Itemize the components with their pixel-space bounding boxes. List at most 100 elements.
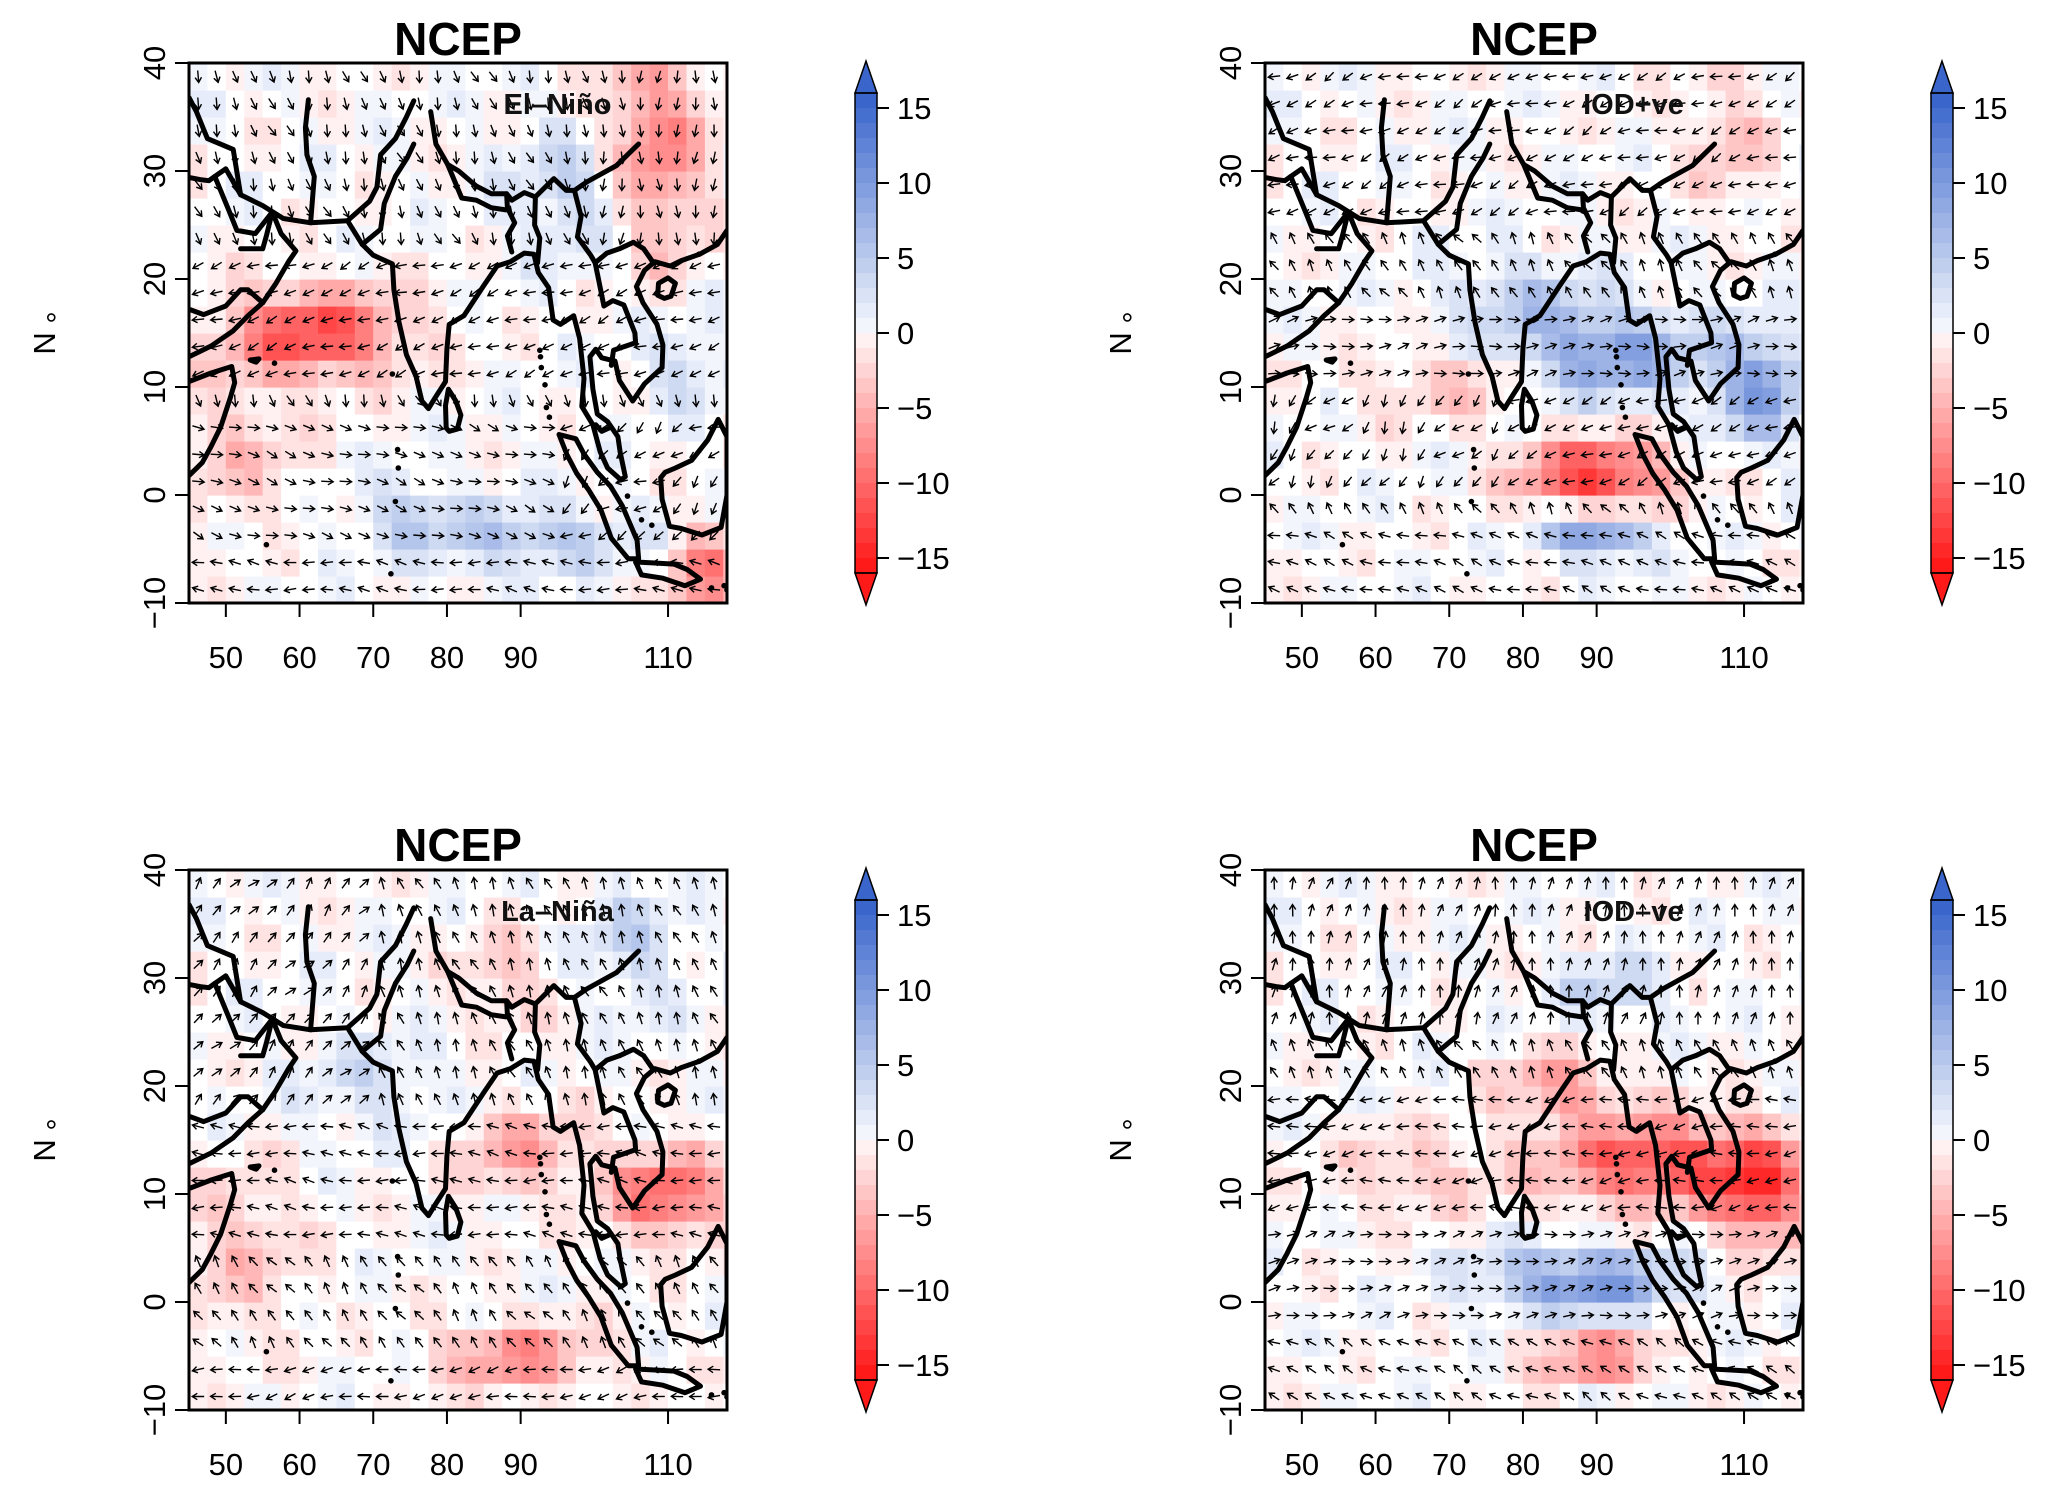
wind-arrow [562,1336,571,1348]
wind-arrow [1378,315,1393,324]
colorbar-swatch [855,1200,877,1216]
wind-arrow [1782,126,1797,135]
wind-arrow [1307,930,1315,944]
island-dot [649,1329,655,1335]
wind-arrow [599,876,608,890]
wind-arrow [431,504,446,513]
wind-arrow [265,315,278,324]
wind-arrow [1786,258,1794,272]
wind-arrow [525,904,534,916]
wind-arrow [452,1011,460,1025]
wind-arrow [1362,1011,1371,1025]
wind-arrow [596,1149,610,1158]
wind-arrow [1452,1257,1465,1265]
wind-arrow [286,151,295,164]
wind-arrow [248,1283,259,1294]
wind-arrow [1344,957,1352,971]
island-dot [1347,360,1354,367]
island-dot [537,347,543,354]
wind-arrow [1414,1122,1428,1131]
wind-arrow [357,450,372,459]
wind-arrow [469,958,479,970]
wind-arrow [710,985,718,997]
wind-arrow [1602,876,1610,890]
coastlines [189,902,752,1400]
coastline-path [359,948,417,1054]
wind-arrow [1306,449,1316,461]
wind-arrow [430,343,444,351]
wind-arrow [637,394,645,408]
colorbar-swatch [855,273,877,289]
wind-arrow [486,370,499,378]
wind-arrow [1746,585,1759,593]
anomaly-cell [723,117,727,145]
wind-arrow [1322,1392,1336,1400]
wind-arrow [396,984,405,998]
wind-arrow [1488,558,1502,566]
wind-arrow [485,1392,500,1401]
wind-arrow [1400,1011,1408,1025]
wind-arrow [673,876,681,890]
wind-arrow [1359,73,1373,81]
wind-arrow [489,985,497,998]
wind-arrow [301,558,315,567]
wind-arrow [599,1335,607,1349]
coastline-path [445,969,509,1020]
wind-arrow [212,1281,220,1295]
wind-arrow [1617,100,1631,108]
wind-arrow [286,1093,295,1105]
wind-arrow [379,178,387,192]
wind-arrow [1344,502,1352,514]
wind-arrow [264,1230,278,1239]
wind-arrow [452,1255,461,1267]
wind-arrow [1618,342,1632,351]
wind-arrow [1417,501,1425,515]
wind-arrow [651,1392,665,1401]
wind-arrow [1620,903,1628,917]
anomaly-cell [723,387,727,415]
wind-arrow [411,1365,426,1374]
wind-arrow [1340,1203,1354,1212]
wind-arrow [250,151,258,165]
wind-arrow [210,505,224,513]
wind-arrow [489,124,497,138]
colorbar-swatch [1931,468,1953,484]
wind-arrow [247,879,260,887]
colorbar-swatch [855,108,877,124]
wind-arrow [1378,1284,1392,1292]
wind-arrow [505,532,518,540]
wind-arrow [633,342,647,351]
wind-arrow [1528,903,1537,917]
wind-arrow [360,1336,368,1348]
island-dot [1614,364,1621,371]
wind-arrow [1673,315,1687,324]
colorbar-swatch [855,363,877,379]
wind-arrow [1638,1038,1647,1052]
wind-arrow [264,1203,278,1211]
wind-arrow [375,585,389,593]
wind-arrow [1473,957,1481,971]
coastline-path [532,1001,543,1073]
wind-vectors [1266,71,1798,594]
wind-arrow [433,877,442,889]
coastline-path [238,1016,275,1059]
wind-arrow [1417,422,1426,434]
island-dot [746,1299,752,1305]
wind-arrow [636,205,645,219]
wind-arrow [212,97,221,111]
wind-arrow [1544,342,1558,350]
wind-arrow [195,876,203,890]
wind-arrow [1323,315,1337,324]
colorbar-swatch [1931,483,1953,499]
wind-arrow [710,930,718,944]
wind-arrow [227,316,242,324]
wind-arrow [467,1203,481,1212]
wind-arrow [1322,424,1336,432]
wind-arrow [413,477,426,486]
wind-arrow [1599,1284,1613,1292]
wind-arrow [1360,1284,1374,1293]
island-dot [1714,517,1721,523]
wind-arrow [375,1203,389,1212]
wind-arrow [1620,1038,1628,1052]
